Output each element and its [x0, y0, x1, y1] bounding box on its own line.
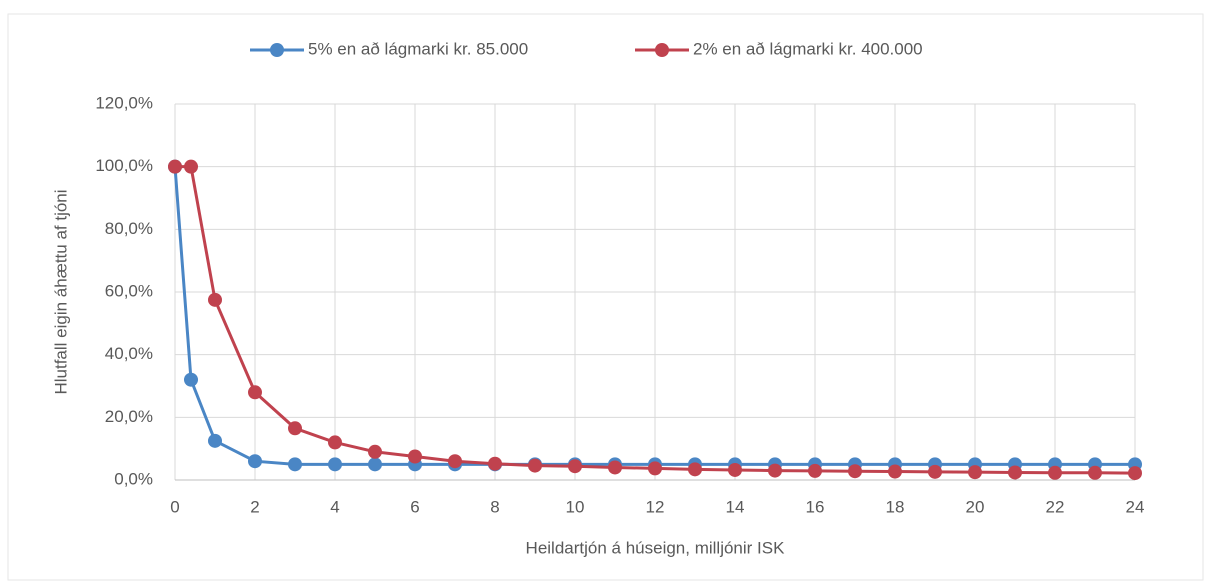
data-point	[728, 462, 742, 477]
data-point	[608, 460, 622, 475]
y-tick-label: 120,0%	[95, 93, 153, 112]
y-tick-label: 20,0%	[105, 407, 153, 426]
data-point	[648, 461, 662, 476]
data-point	[248, 454, 262, 469]
y-axis-title: Hlutfall eigin áhættu af tjóni	[51, 189, 70, 394]
data-point	[808, 463, 822, 478]
data-point	[688, 462, 702, 477]
data-point	[288, 421, 302, 436]
x-tick-label: 14	[726, 497, 745, 516]
legend-label: 5% en að lágmarki kr. 85.000	[308, 39, 528, 58]
y-tick-label: 100,0%	[95, 156, 153, 175]
x-axis-title: Heildartjón á húseign, milljónir ISK	[526, 538, 786, 557]
data-point	[568, 459, 582, 474]
data-point	[1088, 465, 1102, 480]
y-tick-label: 80,0%	[105, 219, 153, 238]
data-point	[328, 435, 342, 450]
legend-marker	[270, 43, 284, 57]
data-point	[768, 463, 782, 478]
data-point	[888, 464, 902, 479]
data-point	[184, 159, 198, 174]
x-tick-label: 20	[966, 497, 985, 516]
x-tick-label: 18	[886, 497, 905, 516]
x-tick-label: 4	[330, 497, 339, 516]
data-point	[968, 465, 982, 480]
data-point	[208, 292, 222, 307]
x-tick-label: 22	[1046, 497, 1065, 516]
data-point	[488, 456, 502, 471]
data-point	[208, 433, 222, 448]
data-point	[168, 159, 182, 174]
data-point	[1128, 466, 1142, 481]
data-point	[408, 449, 422, 464]
y-tick-label: 40,0%	[105, 344, 153, 363]
data-point	[184, 372, 198, 387]
x-tick-label: 12	[646, 497, 665, 516]
legend-marker	[655, 43, 669, 57]
x-tick-label: 2	[250, 497, 259, 516]
data-point	[248, 385, 262, 400]
x-tick-label: 16	[806, 497, 825, 516]
x-tick-label: 24	[1126, 497, 1145, 516]
x-tick-label: 10	[566, 497, 585, 516]
x-tick-label: 0	[170, 497, 179, 516]
y-tick-label: 0,0%	[114, 469, 153, 488]
data-point	[368, 457, 382, 472]
data-point	[448, 454, 462, 469]
legend-label: 2% en að lágmarki kr. 400.000	[693, 39, 923, 58]
data-point	[928, 464, 942, 479]
x-tick-label: 6	[410, 497, 419, 516]
data-point	[328, 457, 342, 472]
data-point	[368, 444, 382, 459]
data-point	[848, 464, 862, 479]
y-tick-label: 60,0%	[105, 281, 153, 300]
data-point	[1008, 465, 1022, 480]
x-tick-label: 8	[490, 497, 499, 516]
data-point	[528, 458, 542, 473]
data-point	[288, 457, 302, 472]
chart-frame	[7, 13, 1204, 581]
data-point	[1048, 465, 1062, 480]
